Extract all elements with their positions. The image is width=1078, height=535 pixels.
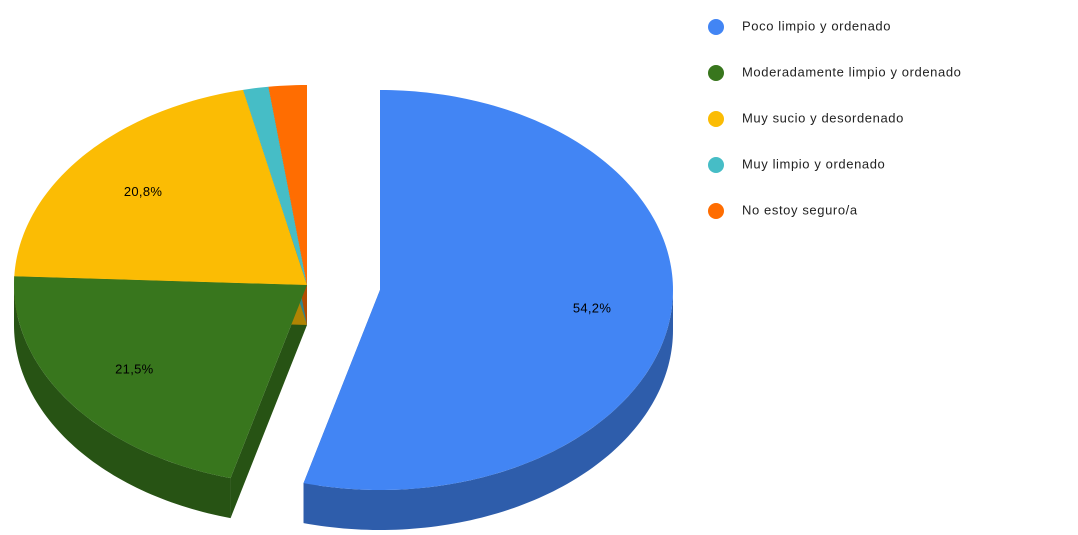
slice-side	[230, 285, 307, 519]
pie-slice	[14, 89, 308, 285]
legend-text: No estoy seguro/a	[742, 202, 858, 217]
value-label: 21,5%	[115, 361, 154, 376]
value-label: 20,8%	[124, 184, 163, 199]
legend-swatch	[708, 65, 724, 81]
pie-slice	[303, 90, 673, 490]
slice-side	[303, 290, 673, 530]
value-label: 54,2%	[573, 300, 612, 315]
pie-slice	[14, 276, 307, 479]
pie-slice	[243, 86, 307, 286]
legend-swatch	[708, 19, 724, 35]
slice-side	[14, 285, 231, 519]
legend-text: Muy sucio y desordenado	[742, 110, 904, 125]
legend-swatch	[708, 157, 724, 173]
legend-swatch	[708, 111, 724, 127]
legend-swatch	[708, 203, 724, 219]
legend-text: Poco limpio y ordenado	[742, 18, 891, 33]
legend-text: Muy limpio y ordenado	[742, 156, 885, 171]
pie-slice	[268, 85, 307, 285]
legend-text: Moderadamente limpio y ordenado	[742, 64, 962, 79]
